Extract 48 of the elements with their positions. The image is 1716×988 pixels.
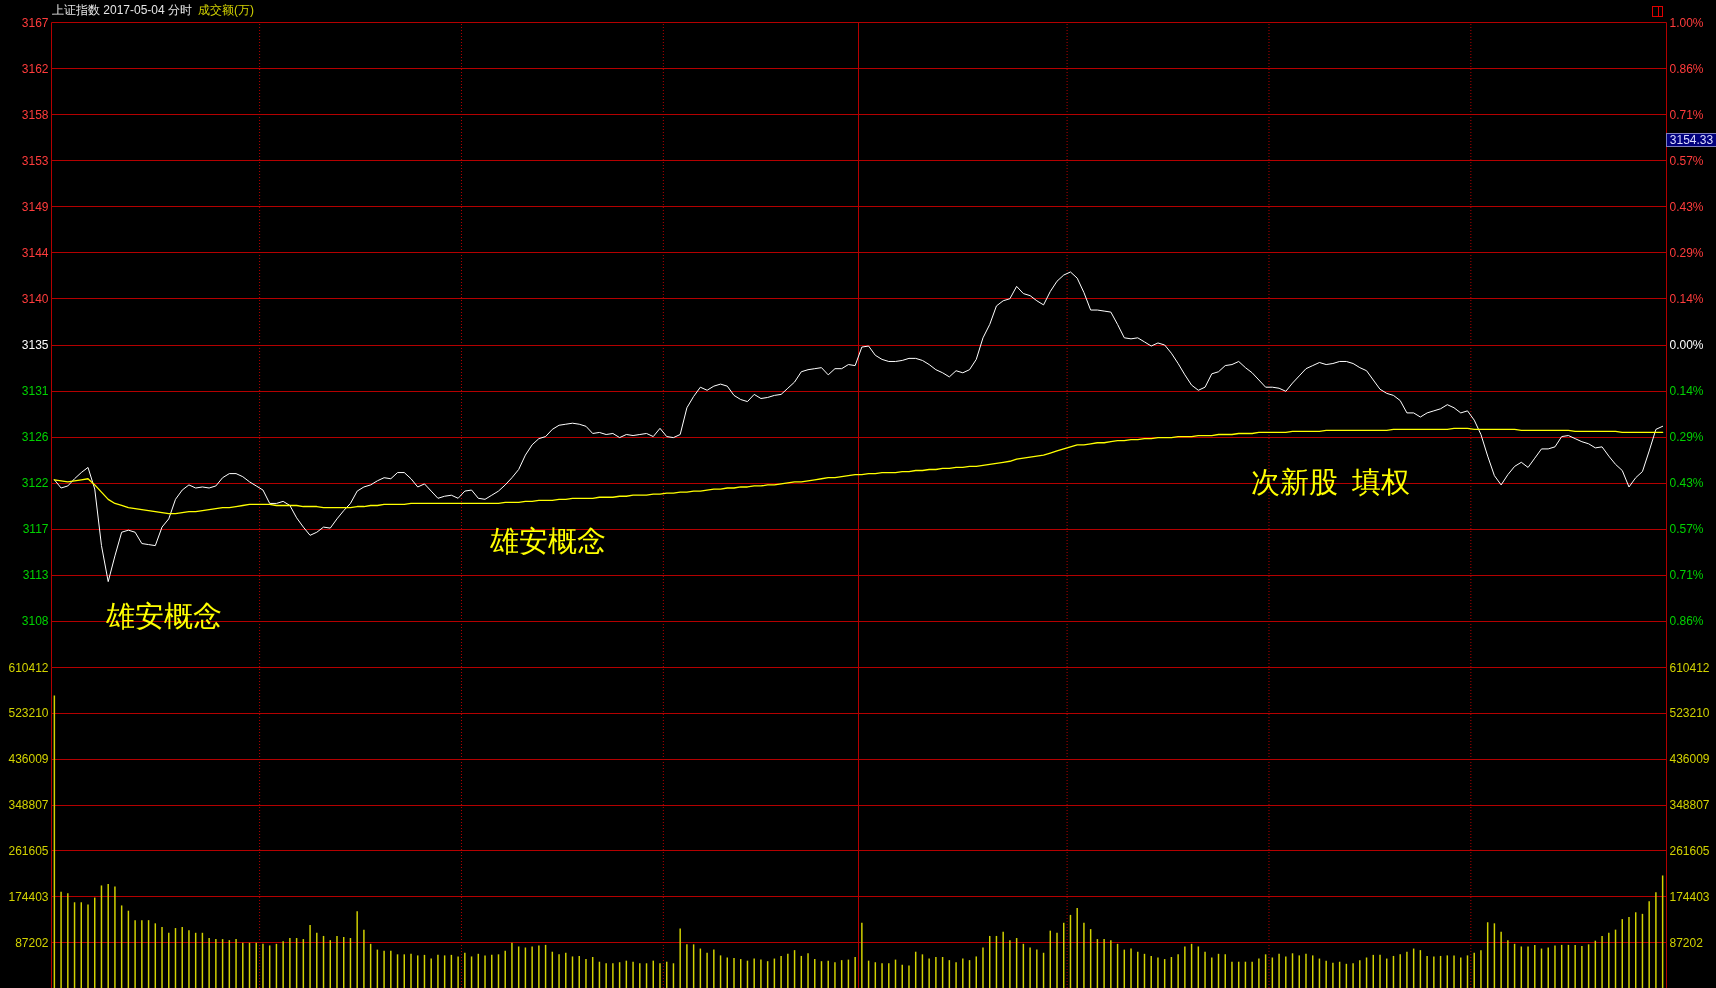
y2-tick-label: 0.14% — [1669, 291, 1704, 306]
y2-tick-label: 0.00% — [1669, 338, 1704, 352]
y2-tick-label: 174403 — [1669, 889, 1710, 904]
y-tick-label: 3126 — [21, 430, 49, 445]
y-tick-label: 3131 — [21, 384, 49, 399]
y-tick-label: 3117 — [22, 522, 49, 537]
y-tick-label: 523210 — [8, 706, 49, 721]
y2-tick-label: 0.29% — [1669, 430, 1704, 445]
y2-tick-label: 436009 — [1669, 752, 1710, 767]
y-tick-label: 3162 — [21, 61, 49, 76]
y-tick-label: 3158 — [21, 107, 49, 122]
y2-tick-label: 0.86% — [1669, 61, 1704, 76]
line-series — [53, 271, 1664, 583]
y2-tick-label: 0.86% — [1669, 614, 1704, 629]
y2-tick-label: 261605 — [1669, 843, 1710, 858]
y2-tick-label: 523210 — [1669, 706, 1710, 721]
y-tick-label: 174403 — [8, 889, 49, 904]
y2-tick-label: 348807 — [1669, 798, 1710, 813]
annotation: 雄安概念 — [489, 524, 607, 557]
y-tick-label: 610412 — [8, 660, 49, 675]
chart-title: 上证指数 2017-05-04 分时 — [52, 3, 193, 17]
y-tick-label: 87202 — [15, 935, 49, 950]
y-tick-label: 3140 — [21, 291, 49, 306]
y2-tick-label: 0.71% — [1669, 568, 1704, 583]
y-tick-label: 3108 — [21, 614, 49, 629]
y2-tick-label: 0.14% — [1669, 384, 1704, 399]
y2-tick-label: 0.43% — [1669, 199, 1704, 214]
y-tick-label: 3144 — [21, 245, 49, 260]
y2-tick-label: 0.71% — [1669, 107, 1704, 122]
y2-tick-label: 0.57% — [1669, 522, 1704, 537]
y-tick-label: 348807 — [8, 798, 49, 813]
y2-tick-label: 0.29% — [1669, 245, 1704, 260]
y2-tick-label: 1.00% — [1669, 15, 1704, 30]
y-tick-label: 3122 — [21, 476, 49, 491]
y-tick-label: 3153 — [21, 153, 49, 168]
y2-tick-label: 87202 — [1669, 935, 1704, 950]
y-tick-label: 436009 — [8, 752, 49, 767]
y-tick-label: 261605 — [8, 843, 49, 858]
y-tick-label: 3113 — [22, 568, 49, 583]
y-tick-label: 3167 — [21, 15, 49, 30]
y2-tick-label: 610412 — [1669, 660, 1710, 675]
y2-tick-label: 0.57% — [1669, 153, 1704, 168]
y2-tick-label: 0.43% — [1669, 476, 1704, 491]
chart-subtitle: 成交额(万) — [198, 3, 255, 17]
y-tick-label: 3135 — [21, 338, 49, 352]
text: 3154.33 — [1666, 132, 1716, 147]
line-series — [53, 427, 1664, 515]
y-tick-label: 3149 — [21, 199, 49, 214]
